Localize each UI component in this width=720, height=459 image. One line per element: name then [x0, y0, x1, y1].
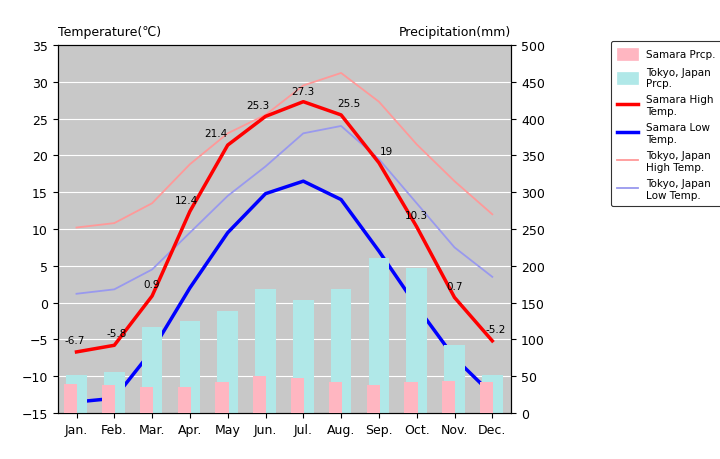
- Bar: [64, 384, 78, 413]
- Bar: [215, 382, 229, 413]
- Bar: [405, 382, 418, 413]
- Bar: [480, 382, 493, 413]
- Text: 12.4: 12.4: [174, 195, 198, 205]
- Text: -5.2: -5.2: [486, 325, 506, 334]
- Text: 25.3: 25.3: [246, 101, 269, 110]
- Bar: [104, 372, 125, 413]
- Text: Precipitation(mm): Precipitation(mm): [399, 26, 511, 39]
- Bar: [330, 290, 351, 413]
- Text: 0.9: 0.9: [144, 280, 161, 290]
- Bar: [140, 387, 153, 413]
- Bar: [102, 385, 115, 413]
- Text: 19: 19: [380, 146, 393, 157]
- Text: 27.3: 27.3: [292, 87, 315, 97]
- Bar: [444, 345, 465, 413]
- Legend: Samara Prcp., Tokyo, Japan
Prcp., Samara High
Temp., Samara Low
Temp., Tokyo, Ja: Samara Prcp., Tokyo, Japan Prcp., Samara…: [611, 42, 720, 207]
- Bar: [442, 381, 456, 413]
- Bar: [366, 385, 380, 413]
- Bar: [369, 259, 390, 413]
- Bar: [253, 376, 266, 413]
- Text: Temperature(℃): Temperature(℃): [58, 26, 161, 39]
- Text: -5.8: -5.8: [106, 329, 127, 339]
- Text: -6.7: -6.7: [64, 336, 85, 345]
- Bar: [406, 269, 427, 413]
- Text: 10.3: 10.3: [405, 211, 428, 220]
- Bar: [179, 321, 200, 413]
- Bar: [217, 312, 238, 413]
- Bar: [142, 327, 163, 413]
- Bar: [293, 300, 314, 413]
- Bar: [178, 386, 191, 413]
- Text: 21.4: 21.4: [204, 129, 228, 139]
- Text: 25.5: 25.5: [337, 99, 360, 109]
- Bar: [482, 375, 503, 413]
- Bar: [291, 378, 305, 413]
- Text: 0.7: 0.7: [446, 281, 463, 291]
- Bar: [329, 382, 342, 413]
- Bar: [255, 290, 276, 413]
- Bar: [66, 375, 87, 413]
